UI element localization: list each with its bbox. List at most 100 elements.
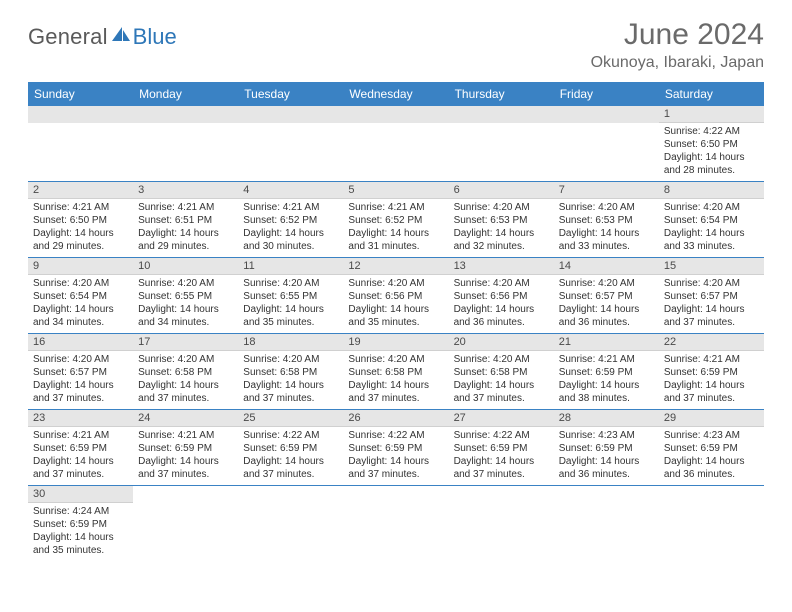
day-body: Sunrise: 4:20 AMSunset: 6:58 PMDaylight:… [238,351,343,409]
day-body: Sunrise: 4:20 AMSunset: 6:58 PMDaylight:… [133,351,238,409]
daylight-text: Daylight: 14 hours and 37 minutes. [33,455,128,481]
day-body: Sunrise: 4:21 AMSunset: 6:52 PMDaylight:… [343,199,448,257]
daylight-text: Daylight: 14 hours and 31 minutes. [348,227,443,253]
daylight-text: Daylight: 14 hours and 37 minutes. [33,379,128,405]
day-body: Sunrise: 4:23 AMSunset: 6:59 PMDaylight:… [554,427,659,485]
sunset-text: Sunset: 6:53 PM [559,214,654,227]
day-cell: 4Sunrise: 4:21 AMSunset: 6:52 PMDaylight… [238,182,343,257]
day-number-empty [238,106,343,123]
day-number: 15 [659,258,764,275]
day-body: Sunrise: 4:20 AMSunset: 6:58 PMDaylight:… [343,351,448,409]
day-number: 23 [28,410,133,427]
day-cell: 17Sunrise: 4:20 AMSunset: 6:58 PMDayligh… [133,334,238,409]
day-body: Sunrise: 4:20 AMSunset: 6:53 PMDaylight:… [554,199,659,257]
page-title: June 2024 [591,18,764,52]
logo: General Blue [28,18,177,50]
daylight-text: Daylight: 14 hours and 37 minutes. [454,455,549,481]
sunset-text: Sunset: 6:58 PM [348,366,443,379]
sunrise-text: Sunrise: 4:22 AM [454,429,549,442]
day-cell: 25Sunrise: 4:22 AMSunset: 6:59 PMDayligh… [238,410,343,485]
sunrise-text: Sunrise: 4:20 AM [454,277,549,290]
day-cell: 30Sunrise: 4:24 AMSunset: 6:59 PMDayligh… [28,486,133,561]
sunset-text: Sunset: 6:59 PM [138,442,233,455]
day-body: Sunrise: 4:21 AMSunset: 6:59 PMDaylight:… [133,427,238,485]
day-cell: 15Sunrise: 4:20 AMSunset: 6:57 PMDayligh… [659,258,764,333]
day-body: Sunrise: 4:22 AMSunset: 6:50 PMDaylight:… [659,123,764,181]
day-body: Sunrise: 4:20 AMSunset: 6:55 PMDaylight:… [133,275,238,333]
daylight-text: Daylight: 14 hours and 37 minutes. [243,379,338,405]
week-row: 1Sunrise: 4:22 AMSunset: 6:50 PMDaylight… [28,106,764,182]
sunset-text: Sunset: 6:57 PM [33,366,128,379]
sunset-text: Sunset: 6:59 PM [33,442,128,455]
week-row: 30Sunrise: 4:24 AMSunset: 6:59 PMDayligh… [28,486,764,561]
day-cell [554,486,659,561]
daylight-text: Daylight: 14 hours and 36 minutes. [559,455,654,481]
day-cell: 13Sunrise: 4:20 AMSunset: 6:56 PMDayligh… [449,258,554,333]
daylight-text: Daylight: 14 hours and 29 minutes. [138,227,233,253]
day-body: Sunrise: 4:22 AMSunset: 6:59 PMDaylight:… [343,427,448,485]
sunrise-text: Sunrise: 4:21 AM [559,353,654,366]
weekday-header: Wednesday [343,82,448,106]
day-number: 3 [133,182,238,199]
day-number: 30 [28,486,133,503]
day-cell: 21Sunrise: 4:21 AMSunset: 6:59 PMDayligh… [554,334,659,409]
sunrise-text: Sunrise: 4:21 AM [33,201,128,214]
daylight-text: Daylight: 14 hours and 35 minutes. [348,303,443,329]
day-number: 26 [343,410,448,427]
day-cell: 11Sunrise: 4:20 AMSunset: 6:55 PMDayligh… [238,258,343,333]
day-number: 13 [449,258,554,275]
day-cell: 5Sunrise: 4:21 AMSunset: 6:52 PMDaylight… [343,182,448,257]
day-cell [238,486,343,561]
sunset-text: Sunset: 6:50 PM [33,214,128,227]
day-cell: 19Sunrise: 4:20 AMSunset: 6:58 PMDayligh… [343,334,448,409]
daylight-text: Daylight: 14 hours and 37 minutes. [138,379,233,405]
sunrise-text: Sunrise: 4:22 AM [664,125,759,138]
day-body: Sunrise: 4:21 AMSunset: 6:59 PMDaylight:… [28,427,133,485]
sunrise-text: Sunrise: 4:20 AM [454,353,549,366]
day-cell: 28Sunrise: 4:23 AMSunset: 6:59 PMDayligh… [554,410,659,485]
sunset-text: Sunset: 6:54 PM [664,214,759,227]
day-number-empty [449,106,554,123]
daylight-text: Daylight: 14 hours and 35 minutes. [33,531,128,557]
weekday-header-row: Sunday Monday Tuesday Wednesday Thursday… [28,82,764,106]
logo-text-general: General [28,24,108,50]
day-cell: 18Sunrise: 4:20 AMSunset: 6:58 PMDayligh… [238,334,343,409]
sunrise-text: Sunrise: 4:23 AM [559,429,654,442]
day-body: Sunrise: 4:21 AMSunset: 6:59 PMDaylight:… [659,351,764,409]
day-number: 22 [659,334,764,351]
sunrise-text: Sunrise: 4:20 AM [348,353,443,366]
day-body: Sunrise: 4:21 AMSunset: 6:59 PMDaylight:… [554,351,659,409]
day-number: 17 [133,334,238,351]
day-number: 1 [659,106,764,123]
page-subtitle: Okunoya, Ibaraki, Japan [591,54,764,72]
day-cell [343,106,448,181]
day-cell: 22Sunrise: 4:21 AMSunset: 6:59 PMDayligh… [659,334,764,409]
day-number: 9 [28,258,133,275]
sunrise-text: Sunrise: 4:20 AM [33,277,128,290]
daylight-text: Daylight: 14 hours and 37 minutes. [664,379,759,405]
sunrise-text: Sunrise: 4:21 AM [348,201,443,214]
day-number-empty [28,106,133,123]
daylight-text: Daylight: 14 hours and 38 minutes. [559,379,654,405]
sunset-text: Sunset: 6:59 PM [243,442,338,455]
daylight-text: Daylight: 14 hours and 33 minutes. [664,227,759,253]
daylight-text: Daylight: 14 hours and 32 minutes. [454,227,549,253]
day-number: 10 [133,258,238,275]
weekday-header: Saturday [659,82,764,106]
week-row: 16Sunrise: 4:20 AMSunset: 6:57 PMDayligh… [28,334,764,410]
day-number: 16 [28,334,133,351]
day-number: 27 [449,410,554,427]
day-number: 7 [554,182,659,199]
sunset-text: Sunset: 6:59 PM [664,366,759,379]
day-number [449,486,554,502]
day-body: Sunrise: 4:20 AMSunset: 6:53 PMDaylight:… [449,199,554,257]
day-cell: 6Sunrise: 4:20 AMSunset: 6:53 PMDaylight… [449,182,554,257]
day-number: 11 [238,258,343,275]
day-body: Sunrise: 4:20 AMSunset: 6:57 PMDaylight:… [28,351,133,409]
sunset-text: Sunset: 6:59 PM [559,442,654,455]
day-cell: 26Sunrise: 4:22 AMSunset: 6:59 PMDayligh… [343,410,448,485]
day-number: 12 [343,258,448,275]
day-cell: 20Sunrise: 4:20 AMSunset: 6:58 PMDayligh… [449,334,554,409]
day-cell: 24Sunrise: 4:21 AMSunset: 6:59 PMDayligh… [133,410,238,485]
day-body: Sunrise: 4:20 AMSunset: 6:54 PMDaylight:… [28,275,133,333]
